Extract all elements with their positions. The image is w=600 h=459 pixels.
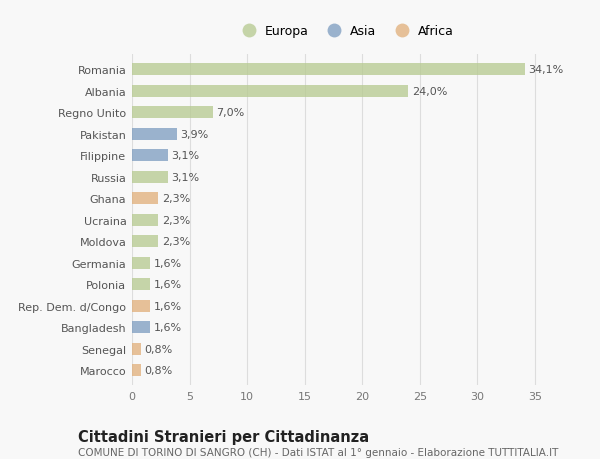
Text: 2,3%: 2,3% <box>162 237 190 247</box>
Text: 24,0%: 24,0% <box>412 87 447 96</box>
Bar <box>132 86 409 97</box>
Text: 1,6%: 1,6% <box>154 280 182 290</box>
Text: 0,8%: 0,8% <box>145 344 173 354</box>
Text: COMUNE DI TORINO DI SANGRO (CH) - Dati ISTAT al 1° gennaio - Elaborazione TUTTIT: COMUNE DI TORINO DI SANGRO (CH) - Dati I… <box>78 448 559 458</box>
Bar <box>132 129 177 140</box>
Bar <box>132 322 151 334</box>
Bar <box>132 214 158 226</box>
Text: 3,9%: 3,9% <box>181 129 209 140</box>
Legend: Europa, Asia, Africa: Europa, Asia, Africa <box>233 22 457 42</box>
Bar <box>132 107 212 119</box>
Bar <box>132 172 167 183</box>
Text: 1,6%: 1,6% <box>154 301 182 311</box>
Text: 1,6%: 1,6% <box>154 323 182 333</box>
Bar <box>132 257 151 269</box>
Text: 7,0%: 7,0% <box>216 108 244 118</box>
Bar <box>132 64 524 76</box>
Text: 2,3%: 2,3% <box>162 215 190 225</box>
Bar <box>132 364 141 376</box>
Text: 1,6%: 1,6% <box>154 258 182 268</box>
Text: 3,1%: 3,1% <box>171 173 199 182</box>
Text: 34,1%: 34,1% <box>528 65 563 75</box>
Bar <box>132 300 151 312</box>
Bar <box>132 236 158 248</box>
Text: Cittadini Stranieri per Cittadinanza: Cittadini Stranieri per Cittadinanza <box>78 429 369 444</box>
Bar <box>132 193 158 205</box>
Text: 0,8%: 0,8% <box>145 365 173 375</box>
Bar <box>132 279 151 291</box>
Bar <box>132 150 167 162</box>
Text: 2,3%: 2,3% <box>162 194 190 204</box>
Bar <box>132 343 141 355</box>
Text: 3,1%: 3,1% <box>171 151 199 161</box>
